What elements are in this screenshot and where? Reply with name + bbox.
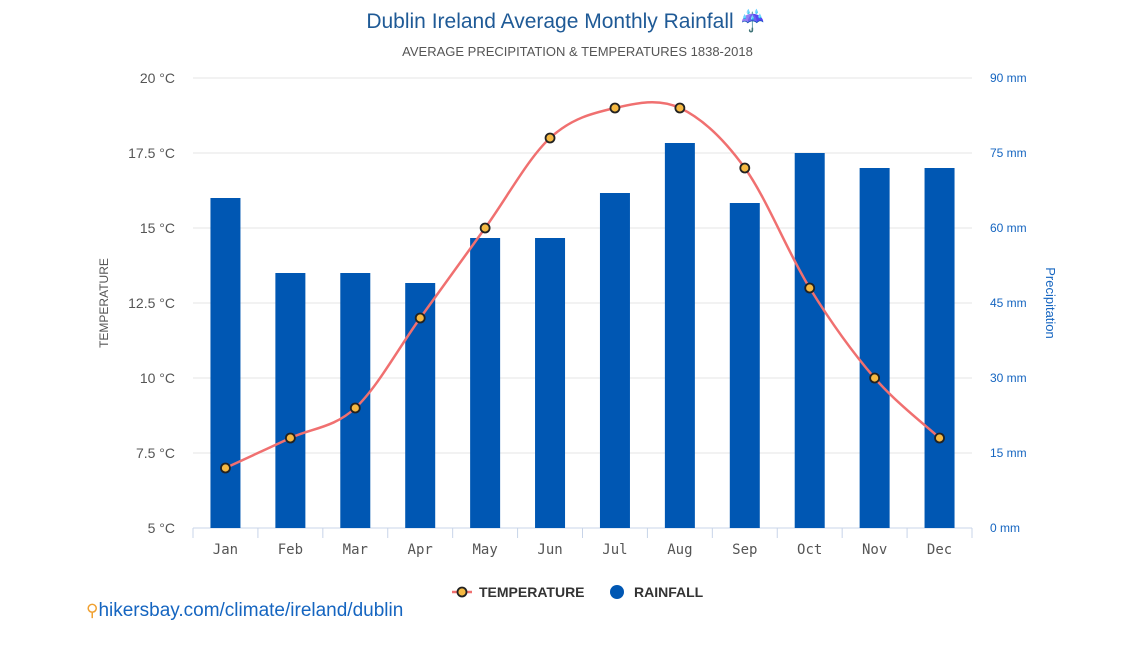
x-tick-label: Jun [537, 542, 562, 558]
rainfall-bar [275, 273, 306, 528]
x-tick-label: Sep [732, 542, 757, 558]
x-tick-label: Dec [927, 542, 952, 558]
y-tick-left: 12.5 °C [128, 295, 175, 311]
temperature-point [804, 282, 816, 294]
x-tick-label: Mar [343, 542, 368, 558]
rainfall-bar [729, 203, 760, 528]
chart-title: Dublin Ireland Average Monthly Rainfall … [366, 10, 766, 33]
y-tick-left: 5 °C [148, 520, 175, 536]
x-tick-label: Jan [213, 542, 238, 558]
y-tick-right: 60 mm [990, 221, 1027, 235]
rainfall-bar [340, 273, 371, 528]
temperature-point [739, 162, 751, 174]
x-tick-label: May [472, 542, 497, 558]
temperature-point [414, 312, 426, 324]
y-tick-left: 15 °C [140, 220, 175, 236]
source-link[interactable]: ⚲hikersbay.com/climate/ireland/dublin [86, 600, 404, 621]
y-tick-left: 10 °C [140, 370, 175, 386]
y-tick-right: 0 mm [990, 521, 1020, 535]
y-tick-right: 15 mm [990, 446, 1027, 460]
legend-rainfall-marker [610, 585, 624, 599]
x-tick-label: Oct [797, 542, 822, 558]
rainfall-bar [794, 153, 825, 528]
temperature-point [609, 102, 621, 114]
rainfall-bar [599, 193, 630, 528]
chart-subtitle: AVERAGE PRECIPITATION & TEMPERATURES 183… [402, 44, 753, 59]
y-tick-right: 90 mm [990, 71, 1027, 85]
legend-temperature-marker [456, 586, 468, 598]
temperature-point [349, 402, 361, 414]
y-axis-label-right: Precipitation [1043, 267, 1058, 339]
y-tick-right: 75 mm [990, 146, 1027, 160]
x-tick-label: Apr [408, 542, 433, 558]
rainfall-bar [859, 168, 890, 528]
temperature-point [220, 462, 231, 474]
rainfall-bar [535, 238, 566, 528]
temperature-point [284, 432, 296, 444]
rainfall-bar [210, 198, 241, 528]
x-tick-label: Feb [278, 542, 303, 558]
temperature-point [479, 222, 491, 234]
rainfall-bar [405, 283, 436, 528]
rainfall-bar [924, 168, 955, 528]
umbrella-rain-icon: ☔ [739, 10, 766, 33]
temperature-point [869, 372, 881, 384]
y-tick-left: 17.5 °C [128, 145, 175, 161]
y-tick-right: 30 mm [990, 371, 1027, 385]
temperature-point [544, 132, 556, 144]
y-tick-left: 7.5 °C [136, 445, 175, 461]
map-pin-icon: ⚲ [86, 601, 99, 620]
temperature-point [934, 432, 945, 444]
temperature-point [674, 102, 686, 114]
x-tick-label: Jul [602, 542, 627, 558]
legend-temperature-label: TEMPERATURE [479, 584, 585, 600]
y-axis-label-left: TEMPERATURE [97, 258, 111, 348]
y-tick-right: 45 mm [990, 296, 1027, 310]
x-tick-label: Aug [667, 542, 692, 558]
temperature-line [224, 100, 941, 470]
x-tick-label: Nov [862, 542, 887, 558]
y-tick-left: 20 °C [140, 70, 175, 86]
legend-rainfall-label: RAINFALL [634, 584, 704, 600]
rainfall-bar [664, 143, 695, 528]
rainfall-bar [470, 238, 501, 528]
